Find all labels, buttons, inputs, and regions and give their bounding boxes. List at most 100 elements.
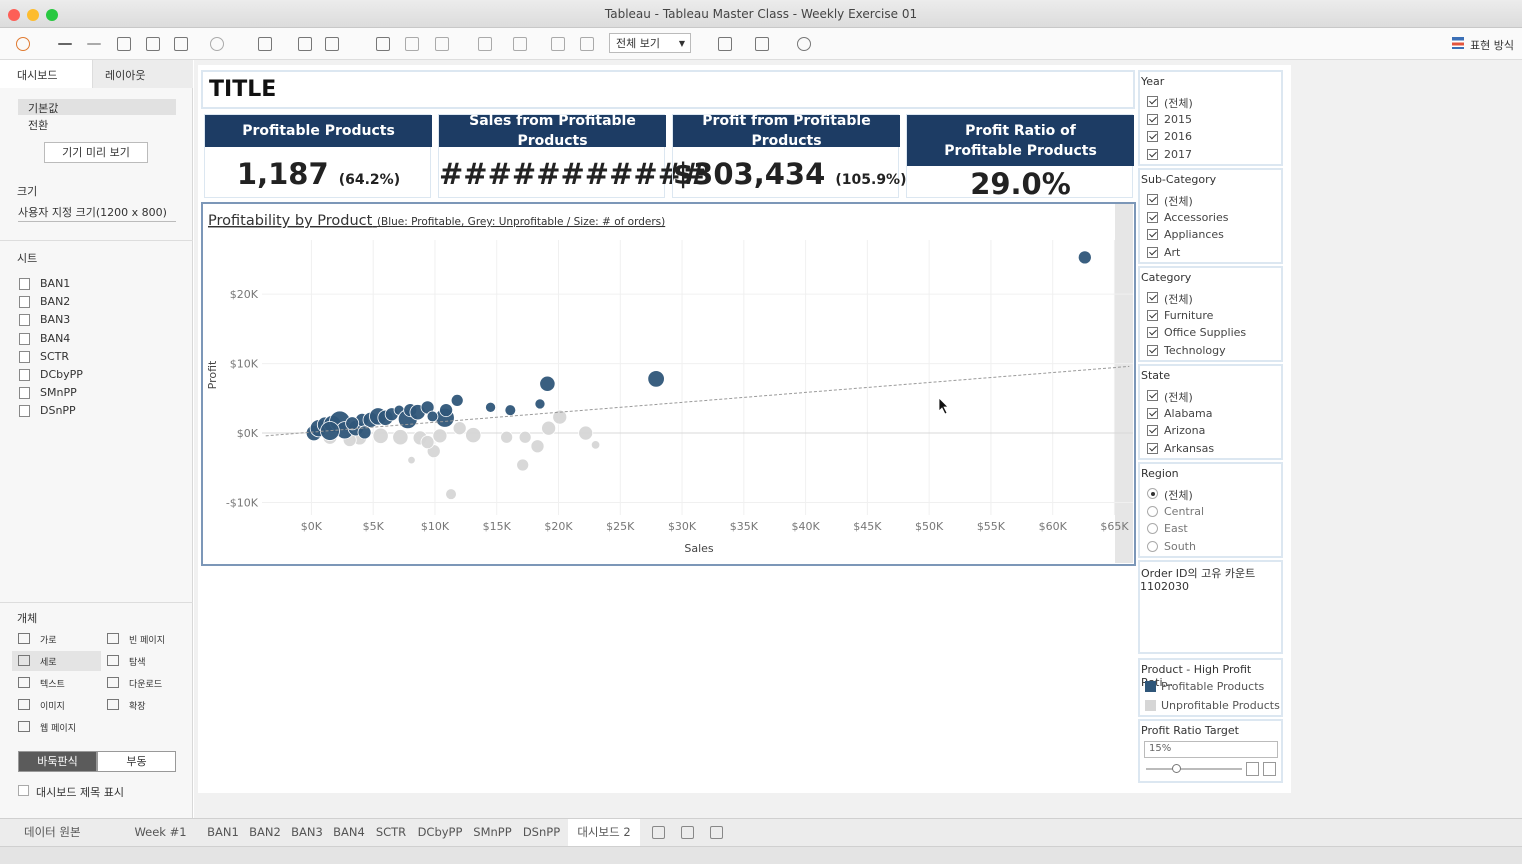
radio-button[interactable] [1147,523,1158,534]
sheet-item[interactable]: DSnPP [40,404,76,418]
checkbox[interactable] [1147,211,1158,223]
filter-item[interactable]: (전체) [1164,489,1193,502]
checkbox[interactable] [1147,229,1158,240]
sheet-tab[interactable]: 대시보드 2 [568,819,640,848]
sheet-item[interactable]: BAN2 [40,295,71,309]
size-dropdown[interactable]: 사용자 지정 크기(1200 x 800) [18,204,176,222]
radio-button[interactable] [1147,505,1158,517]
legend-label[interactable]: Unprofitable Products [1161,698,1280,712]
filter-item[interactable]: Arizona [1164,424,1206,437]
duplicate-button[interactable] [298,37,312,51]
filter-item[interactable]: Accessories [1164,210,1229,224]
object-item[interactable]: 웹 페이지 [40,724,76,734]
group-button[interactable] [513,37,527,51]
parameter-input[interactable]: 15% [1144,741,1278,758]
object-item[interactable]: 텍스트 [40,680,65,690]
object-item[interactable]: 이미지 [40,702,65,712]
save-button[interactable] [117,37,131,51]
sheet-tab[interactable]: BAN2 [246,819,284,848]
new-data-button[interactable] [146,37,160,51]
filter-item[interactable]: (전체) [1164,195,1193,208]
slider-knob[interactable] [1172,764,1181,773]
sort-desc-button[interactable] [435,37,449,51]
highlight-button[interactable] [478,37,492,51]
show-title-checkbox[interactable] [18,785,29,796]
filter-item[interactable]: Technology [1164,343,1226,357]
filter-item[interactable]: Arkansas [1164,441,1215,455]
filter-item[interactable]: 2017 [1164,147,1192,161]
sheet-tab[interactable]: SCTR [372,819,410,848]
clear-button[interactable] [325,37,339,51]
sheet-tab[interactable]: BAN3 [288,819,326,848]
sheet-item[interactable]: BAN3 [40,313,71,327]
filter-item[interactable]: Art [1164,245,1181,259]
forward-button[interactable] [87,43,101,45]
minimize-button[interactable] [27,9,39,21]
object-item[interactable]: 탐색 [129,658,146,668]
data-source-tab[interactable]: 데이터 원본 [24,825,81,839]
step-forward[interactable] [1263,762,1276,776]
filter-item[interactable]: South [1164,539,1196,553]
filter-item[interactable]: (전체) [1164,97,1193,110]
filter-item[interactable]: East [1164,522,1188,535]
checkbox[interactable] [1147,292,1158,303]
layout-mode-button[interactable]: 부동 [97,751,176,772]
device-default[interactable]: 기본값 [18,99,176,115]
checkbox[interactable] [1147,148,1158,160]
filter-item[interactable]: 2016 [1164,130,1192,143]
new-dashboard-button[interactable] [681,826,694,839]
device-preview-button[interactable]: 기기 미리 보기 [44,142,148,163]
sheet-tab[interactable]: Week #1 [121,819,200,848]
checkbox[interactable] [1147,194,1158,205]
filter-item[interactable]: Alabama [1164,406,1213,420]
step-back[interactable] [1246,762,1259,776]
filter-item[interactable]: Furniture [1164,308,1214,322]
tableau-icon[interactable] [16,37,30,51]
sheet-item[interactable]: BAN4 [40,331,71,345]
filter-item[interactable]: 2015 [1164,112,1192,126]
share-button[interactable] [797,37,811,51]
close-button[interactable] [8,9,20,21]
checkbox[interactable] [1147,425,1158,436]
new-story-button[interactable] [710,826,723,839]
pause-button[interactable] [174,37,188,51]
checkbox[interactable] [1147,407,1158,419]
object-item[interactable]: 확장 [129,702,146,712]
object-item[interactable]: 다운로드 [129,680,163,690]
sheet-item[interactable]: SCTR [40,349,70,363]
show-title-label[interactable]: 대시보드 제목 표시 [36,786,124,799]
object-item[interactable]: 세로 [40,658,57,668]
sheet-tab[interactable]: BAN4 [330,819,368,848]
refresh-button[interactable] [210,37,224,51]
label-button[interactable] [551,37,565,51]
sheet-tab[interactable]: DCbyPP [414,819,466,848]
checkbox[interactable] [1147,309,1158,321]
sheet-tab[interactable]: DSnPP [519,819,564,848]
device-switch[interactable]: 전환 [28,119,49,132]
checkbox[interactable] [1147,327,1158,338]
filter-item[interactable]: Appliances [1164,228,1224,241]
filter-item[interactable]: Central [1164,504,1205,518]
swap-button[interactable] [376,37,390,51]
presentation-button[interactable] [755,37,769,51]
object-item[interactable]: 빈 페이지 [129,636,165,646]
back-button[interactable] [58,43,72,45]
cards-button[interactable] [718,37,732,51]
sheet-item[interactable]: BAN1 [40,277,71,290]
filter-item[interactable]: (전체) [1164,293,1193,306]
sheet-tab[interactable]: BAN1 [204,819,242,848]
zoom-button[interactable] [46,9,58,21]
new-sheet-button[interactable] [258,37,272,51]
legend-label[interactable]: Profitable Products [1161,680,1265,693]
sort-asc-button[interactable] [405,37,419,51]
checkbox[interactable] [1147,131,1158,142]
filter-item[interactable]: Office Supplies [1164,326,1247,339]
view-dropdown[interactable]: 전체 보기 ▼ [609,33,691,53]
radio-button[interactable] [1147,540,1158,552]
checkbox[interactable] [1147,442,1158,454]
show-me-label[interactable]: 표현 방식 [1470,39,1514,52]
sheet-tab[interactable]: SMnPP [470,819,515,848]
pin-button[interactable] [580,37,594,51]
checkbox[interactable] [1147,246,1158,258]
checkbox[interactable] [1147,113,1158,125]
